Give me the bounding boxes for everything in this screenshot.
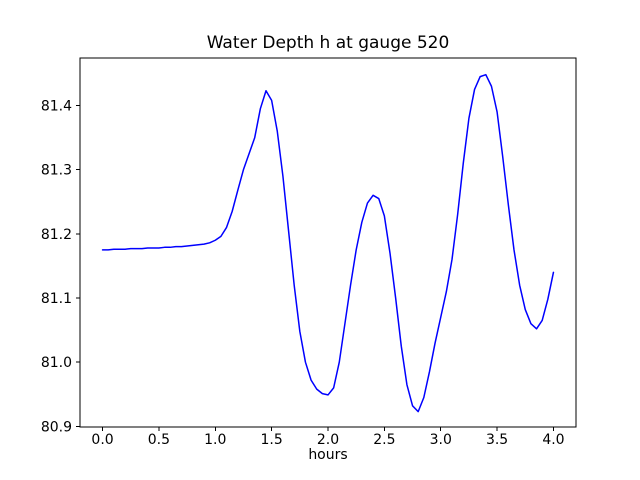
x-tick-label: 0.5: [148, 432, 170, 448]
y-tick-label: 81.3: [41, 163, 72, 179]
chart-title: Water Depth h at gauge 520: [207, 33, 450, 53]
x-tick-label: 3.5: [486, 432, 508, 448]
y-tick-label: 81.1: [41, 291, 72, 307]
y-tick-label: 80.9: [41, 419, 72, 435]
x-tick-label: 2.5: [373, 432, 395, 448]
x-tick-label: 2.0: [317, 432, 339, 448]
x-tick-label: 1.5: [261, 432, 283, 448]
plot-area: 0.0 0.5 1.0 1.5 2.0 2.5 3.0 3.5 4.0 80.9 81.0 81.1 8…: [41, 57, 577, 448]
x-tick-label: 1.0: [204, 432, 226, 448]
x-tick-label: 3.0: [430, 432, 452, 448]
y-tick-label: 81.2: [41, 227, 72, 243]
data-line-water-depth: [101, 73, 555, 413]
y-tick-label: 81.0: [41, 355, 72, 371]
x-tick-label: 4.0: [542, 432, 564, 448]
axes-frame: [79, 57, 577, 428]
x-axis-label: hours: [308, 447, 347, 463]
y-tick-label: 81.4: [41, 98, 72, 114]
x-tick-label: 0.0: [91, 432, 113, 448]
